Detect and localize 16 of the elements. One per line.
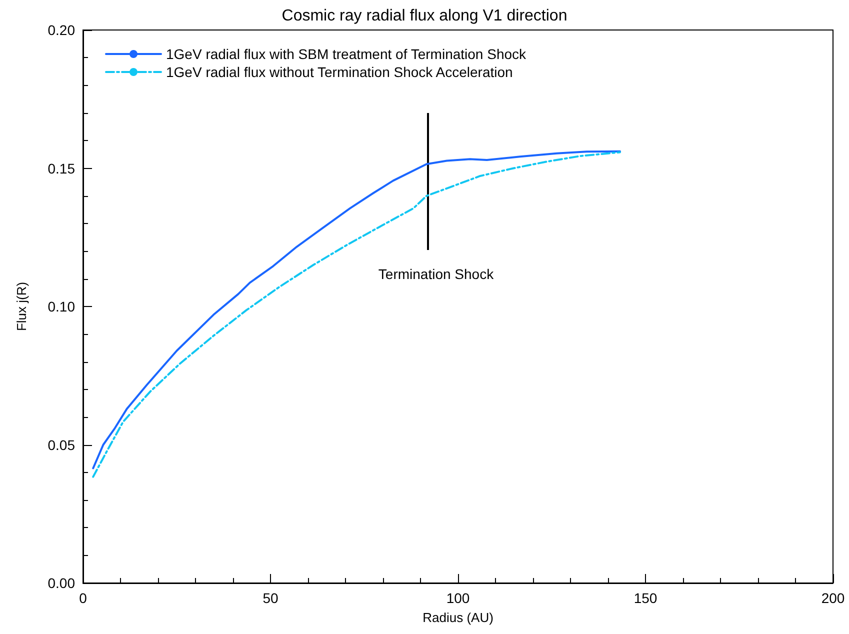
- legend-label: 1GeV radial flux with SBM treatment of Termination Shock: [166, 46, 528, 62]
- y-tick-label: 0.15: [48, 160, 76, 176]
- x-tick-label: 200: [821, 590, 845, 606]
- y-axis-title: Flux j(R): [14, 282, 29, 332]
- x-tick-label: 50: [262, 590, 278, 606]
- y-tick-label: 0.10: [48, 298, 76, 314]
- x-tick-label: 100: [446, 590, 470, 606]
- y-tick-label: 0.00: [48, 575, 76, 591]
- chart-title: Cosmic ray radial flux along V1 direction: [282, 8, 568, 24]
- x-tick-label: 150: [634, 590, 658, 606]
- x-tick-label: 0: [79, 590, 88, 606]
- x-axis-title: Radius (AU): [422, 610, 494, 625]
- y-tick-label: 0.20: [48, 22, 76, 38]
- ref-line-label: Termination Shock: [378, 266, 495, 282]
- y-tick-label: 0.05: [48, 436, 76, 453]
- legend-label: 1GeV radial flux without Termination Shock Acceleration: [166, 64, 513, 80]
